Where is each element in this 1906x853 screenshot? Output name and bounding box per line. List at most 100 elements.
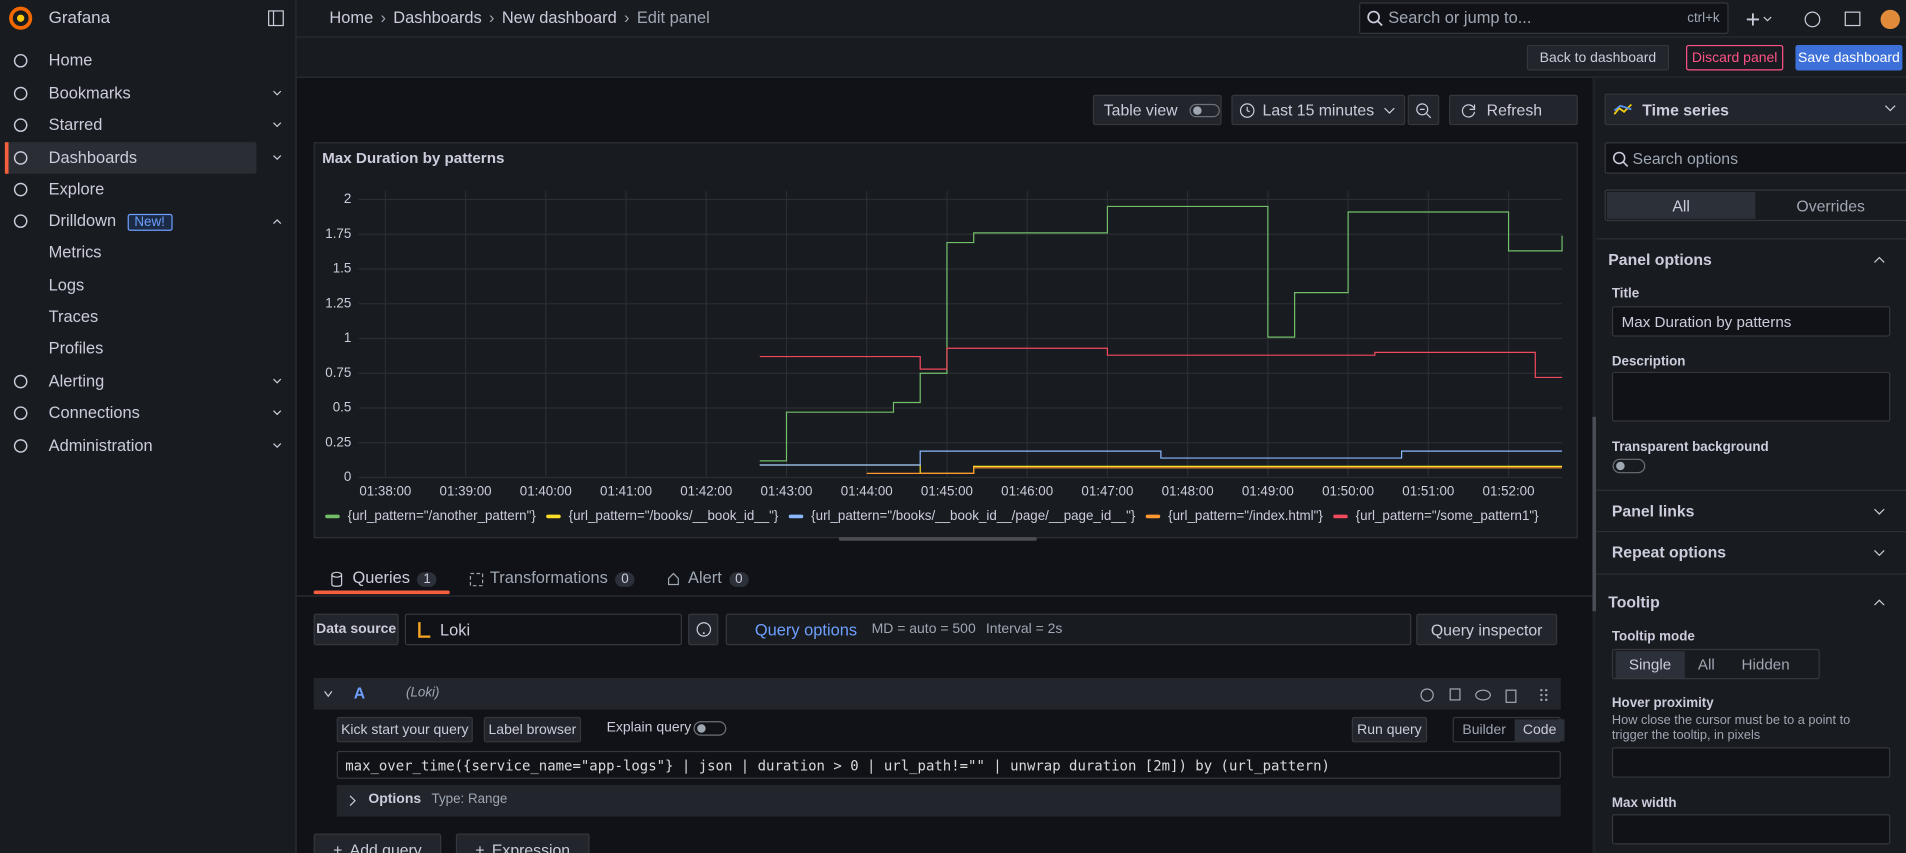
field-label: Transparent background: [1611, 439, 1769, 455]
nav-chevron[interactable]: [271, 377, 283, 387]
nav-chevron[interactable]: [271, 216, 283, 226]
query-header: [313, 678, 1561, 710]
discard-button[interactable]: Discard panel: [1686, 44, 1784, 71]
legend-label[interactable]: {url_pattern="/some_pattern1"}: [1356, 508, 1539, 523]
query-options-bar[interactable]: [725, 613, 1412, 646]
section-title[interactable]: Panel options: [1608, 250, 1712, 269]
mode[interactable]: Code: [1514, 718, 1565, 741]
kick-start[interactable]: Kick start your query: [336, 716, 473, 743]
nav-item[interactable]: Drilldown New!: [49, 211, 173, 231]
nav-chevron[interactable]: [271, 441, 283, 451]
separator: [1596, 530, 1906, 533]
add-expression[interactable]: + Expression: [455, 833, 590, 853]
save-button[interactable]: Save dashboard: [1795, 44, 1903, 71]
label-browser[interactable]: Label browser: [483, 716, 582, 743]
section-title[interactable]: Panel links: [1611, 501, 1695, 521]
nav-item[interactable]: Starred: [48, 115, 103, 134]
nav-item[interactable]: Home: [48, 51, 93, 70]
query-expr: max_over_time({service_name="app-logs"} …: [345, 757, 1330, 775]
title-value: Max Duration by patterns: [1621, 312, 1792, 330]
mode[interactable]: Builder: [1462, 722, 1506, 737]
mode[interactable]: Hidden: [1741, 655, 1790, 673]
refresh[interactable]: Refresh: [1448, 94, 1578, 126]
tab[interactable]: Transformations 0: [490, 569, 635, 587]
mode[interactable]: All: [1697, 655, 1715, 673]
tab[interactable]: Queries 1: [353, 569, 437, 587]
ds-help[interactable]: [688, 613, 719, 646]
nav-item[interactable]: Explore: [48, 179, 105, 199]
options-label: Options: [368, 792, 422, 807]
legend-label[interactable]: {url_pattern="/books/__book_id__"}: [569, 508, 779, 523]
tab-line: [296, 595, 1593, 597]
nav-item[interactable]: Logs: [48, 275, 85, 295]
top-icons[interactable]: [1743, 9, 1901, 30]
nav-item[interactable]: Bookmarks: [48, 83, 131, 103]
search-icon: [1612, 151, 1629, 168]
ds-select[interactable]: Loki: [404, 613, 682, 646]
nav-item[interactable]: Administration: [48, 436, 153, 455]
mode[interactable]: Single: [1615, 650, 1685, 678]
crumb[interactable]: New dashboard: [501, 8, 617, 27]
search-box[interactable]: [1359, 2, 1729, 35]
tab-count: 0: [729, 572, 749, 587]
crumb[interactable]: Dashboards: [393, 8, 482, 27]
nav-icon: [13, 118, 28, 132]
options-search[interactable]: [1604, 142, 1906, 174]
back-button[interactable]: Back to dashboard: [1526, 44, 1670, 71]
crumb-sep: ›: [489, 8, 495, 27]
tab-underline: [313, 590, 450, 595]
description-input[interactable]: [1611, 371, 1891, 422]
query-icons[interactable]: [321, 687, 1561, 704]
nav-chevron[interactable]: [271, 89, 283, 99]
toggle[interactable]: [1612, 458, 1646, 474]
nav-item[interactable]: Connections: [48, 403, 140, 422]
nav-item[interactable]: Dashboards: [48, 148, 138, 167]
legend-label[interactable]: {url_pattern="/books/__book_id__/page/__…: [811, 508, 1136, 523]
nav-active-bar: [4, 142, 9, 174]
nav-chevron[interactable]: [271, 408, 283, 418]
tab[interactable]: Alert 0: [688, 569, 749, 587]
proximity-input[interactable]: [1611, 747, 1891, 778]
nav-chevron[interactable]: [271, 153, 283, 163]
dock-icon[interactable]: [267, 10, 284, 27]
crumb[interactable]: Edit panel: [636, 8, 710, 27]
title-input[interactable]: Max Duration by patterns: [1611, 306, 1891, 337]
nav-item[interactable]: Traces: [48, 307, 99, 326]
y-tick-label: 1: [344, 330, 351, 345]
inspector[interactable]: Query inspector: [1416, 613, 1558, 646]
brand: Grafana: [48, 7, 111, 27]
section-title[interactable]: Tooltip: [1608, 592, 1660, 612]
toggle[interactable]: [693, 721, 727, 737]
x-tick-label: 01:41:00: [600, 484, 652, 499]
nav-item[interactable]: Profiles: [48, 339, 104, 358]
viz-picker[interactable]: Time series: [1604, 93, 1906, 126]
table-view[interactable]: Table view: [1092, 94, 1222, 126]
nav-item[interactable]: Alerting: [48, 371, 105, 391]
editor[interactable]: [336, 750, 1561, 779]
section-title[interactable]: Repeat options: [1611, 543, 1727, 562]
nav-icon: [13, 374, 28, 389]
plus: +: [475, 840, 485, 853]
legend-label[interactable]: {url_pattern="/index.html"}: [1168, 508, 1323, 523]
add-query[interactable]: + Add query: [313, 833, 442, 853]
run-query[interactable]: Run query: [1351, 716, 1428, 743]
chart-title: Max Duration by patterns: [322, 150, 504, 167]
legend-label[interactable]: {url_pattern="/another_pattern"}: [348, 508, 537, 523]
options-tab[interactable]: All: [1607, 191, 1756, 219]
options-row[interactable]: [336, 784, 1561, 817]
zoom-out[interactable]: [1407, 94, 1440, 126]
nav-item[interactable]: Metrics: [48, 243, 102, 262]
x-tick-label: 01:40:00: [520, 484, 572, 499]
time-picker[interactable]: Last 15 minutes: [1231, 94, 1406, 126]
query-options[interactable]: Query options: [754, 620, 858, 640]
field-label: Tooltip mode: [1611, 629, 1695, 645]
tab-label: Alert: [688, 568, 722, 587]
nav-chevron[interactable]: [271, 120, 283, 130]
options-tab[interactable]: Overrides: [1796, 196, 1865, 215]
field-label: Title: [1611, 286, 1640, 302]
x-tick-label: 01:45:00: [921, 484, 973, 499]
max-width-input[interactable]: [1611, 814, 1891, 845]
y-tick-label: 0.5: [333, 400, 352, 415]
crumb[interactable]: Home: [329, 8, 374, 27]
